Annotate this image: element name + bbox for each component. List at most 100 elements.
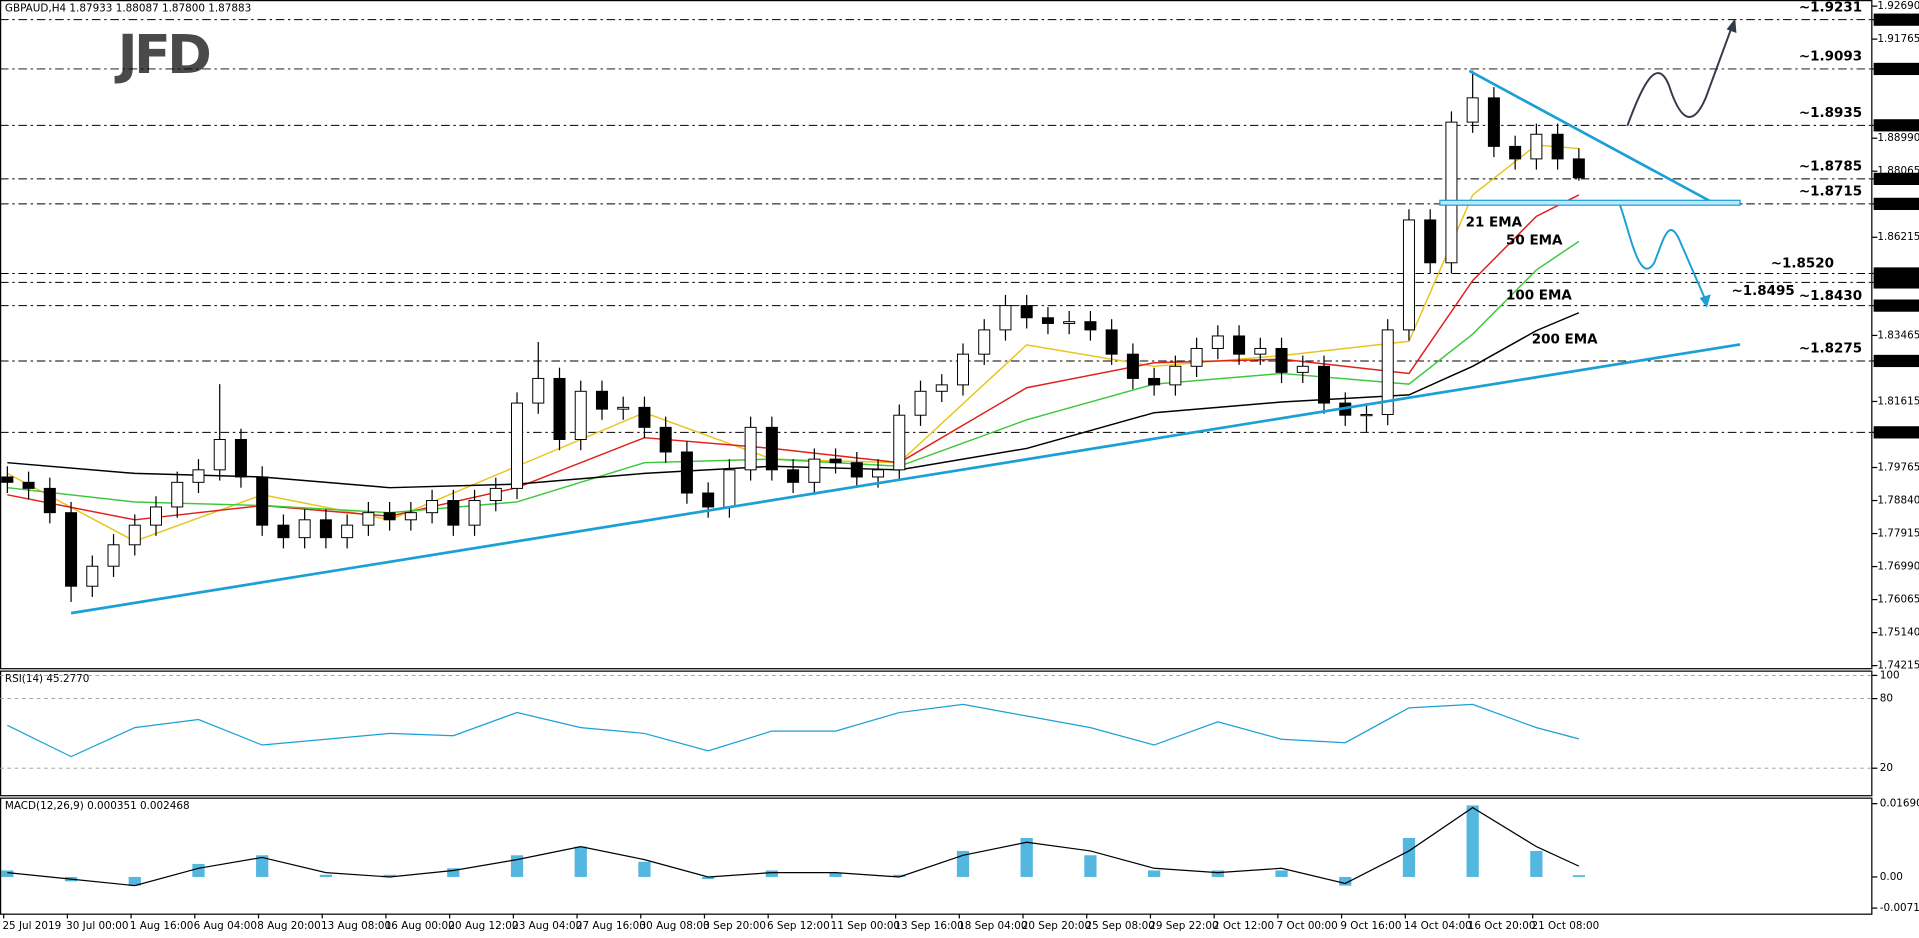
candle-body [638, 406, 651, 428]
candle-body [1275, 347, 1288, 373]
macd-bar [1339, 876, 1352, 886]
candle-body [1445, 121, 1458, 264]
support-zone [1439, 199, 1741, 206]
candle-body [574, 390, 587, 440]
y-tick-label: 100 [1880, 669, 1900, 681]
y-tick-label: 1.81615 [1877, 395, 1919, 407]
candle-body [1084, 321, 1097, 331]
candle-body [850, 462, 863, 478]
candle-body [1318, 365, 1331, 404]
candle-body [787, 469, 800, 483]
candle-body [1169, 365, 1182, 386]
candle-body [978, 329, 991, 355]
y-tick-label: 1.85200 [1877, 267, 1919, 279]
ema-label: 50 EMA [1506, 234, 1563, 249]
candle-body [680, 451, 693, 494]
candle-body [999, 305, 1012, 331]
candle-body [1381, 329, 1394, 415]
drawings [70, 18, 1741, 615]
x-tick-label: 2 Oct 12:00 [1213, 920, 1274, 932]
level-label: ~1.8785 [1799, 160, 1862, 175]
y-tick-highlight [1873, 299, 1919, 312]
macd-bar [128, 876, 141, 886]
chart-title: GBPAUD,H4 1.87933 1.88087 1.87800 1.8788… [5, 3, 251, 15]
macd-bar [1402, 837, 1416, 877]
y-tick-label: 1.90930 [1877, 63, 1919, 75]
candle-body [872, 469, 885, 478]
candle-body [1530, 133, 1543, 160]
macd-bar [383, 874, 396, 877]
candle-body [1360, 414, 1373, 417]
x-tick-label: 30 Aug 08:00 [640, 920, 710, 932]
y-tick-label: 1.88990 [1877, 132, 1919, 144]
level-label: ~1.8495 [1732, 284, 1795, 299]
y-tick-label: 1.86215 [1877, 231, 1919, 243]
x-tick-label: 3 Sep 20:00 [703, 920, 766, 932]
candle-body [893, 414, 906, 471]
trend-line [70, 343, 1741, 615]
x-tick-label: 20 Aug 12:00 [448, 920, 518, 932]
y-tick-label: 1.78840 [1877, 495, 1919, 507]
y-tick-label: 1.76065 [1877, 594, 1919, 606]
macd-bar [1020, 837, 1033, 877]
x-tick-label: 25 Jul 2019 [2, 920, 61, 932]
macd-bar [256, 855, 269, 877]
level-label: ~1.8520 [1771, 257, 1834, 272]
macd-bar [1147, 870, 1161, 877]
y-tick-label: 1.84300 [1877, 300, 1919, 312]
candle-body [702, 492, 715, 508]
candle-body [426, 500, 439, 514]
macd-bar [1211, 870, 1224, 877]
y-tick-label: 1.92690 [1877, 0, 1919, 12]
candle-body [511, 402, 524, 489]
y-tick-highlight [1873, 276, 1919, 289]
x-tick-label: 30 Jul 00:00 [66, 920, 128, 932]
candle-body [341, 524, 354, 539]
x-tick-label: 6 Sep 12:00 [767, 920, 830, 932]
candle-body [1254, 347, 1267, 355]
candle-body [1126, 353, 1139, 379]
x-tick-label: 25 Sep 08:00 [1086, 920, 1155, 932]
y-tick-highlight [1873, 62, 1919, 76]
main-panel [0, 0, 1873, 670]
candle-body [150, 506, 163, 526]
candle-body [192, 469, 205, 483]
y-tick-label: -0.007174 [1880, 902, 1919, 914]
y-tick-label: 1.74215 [1877, 660, 1919, 672]
macd-bar [893, 874, 906, 877]
candle-body [22, 481, 35, 489]
macd-bar [1, 870, 14, 877]
y-tick-label: 1.83465 [1877, 329, 1919, 341]
macd-panel [0, 797, 1873, 915]
candle-body [532, 377, 545, 404]
level-label: ~1.9093 [1799, 50, 1862, 65]
candle-body [1105, 329, 1118, 355]
level-label: ~1.8715 [1799, 185, 1862, 200]
candle-body [404, 512, 417, 521]
y-tick-label: 1.91765 [1877, 33, 1919, 45]
x-tick-label: 13 Aug 08:00 [321, 920, 391, 932]
candle-body [1551, 133, 1564, 160]
macd-bar [702, 876, 715, 880]
candle-body [744, 426, 757, 471]
y-tick-label: 1.89350 [1877, 119, 1919, 131]
candle-body [468, 500, 481, 526]
arrow-head [1726, 18, 1737, 33]
trend-line [1468, 69, 1714, 204]
rsi-panel [0, 670, 1873, 797]
scenario-arrow [1626, 24, 1734, 127]
candle-body [107, 544, 120, 567]
ema-label: 100 EMA [1506, 289, 1572, 304]
x-tick-label: 11 Sep 00:00 [831, 920, 900, 932]
candle-body [914, 390, 927, 416]
x-tick-label: 29 Sep 22:00 [1149, 920, 1218, 932]
macd-bar [1084, 855, 1097, 877]
candle-body [128, 524, 141, 546]
x-tick-label: 6 Aug 04:00 [194, 920, 257, 932]
x-tick-label: 14 Oct 04:00 [1404, 920, 1472, 932]
candle-body [1, 476, 14, 483]
x-tick-label: 23 Aug 04:00 [512, 920, 582, 932]
y-tick-label: 1.77915 [1877, 528, 1919, 540]
